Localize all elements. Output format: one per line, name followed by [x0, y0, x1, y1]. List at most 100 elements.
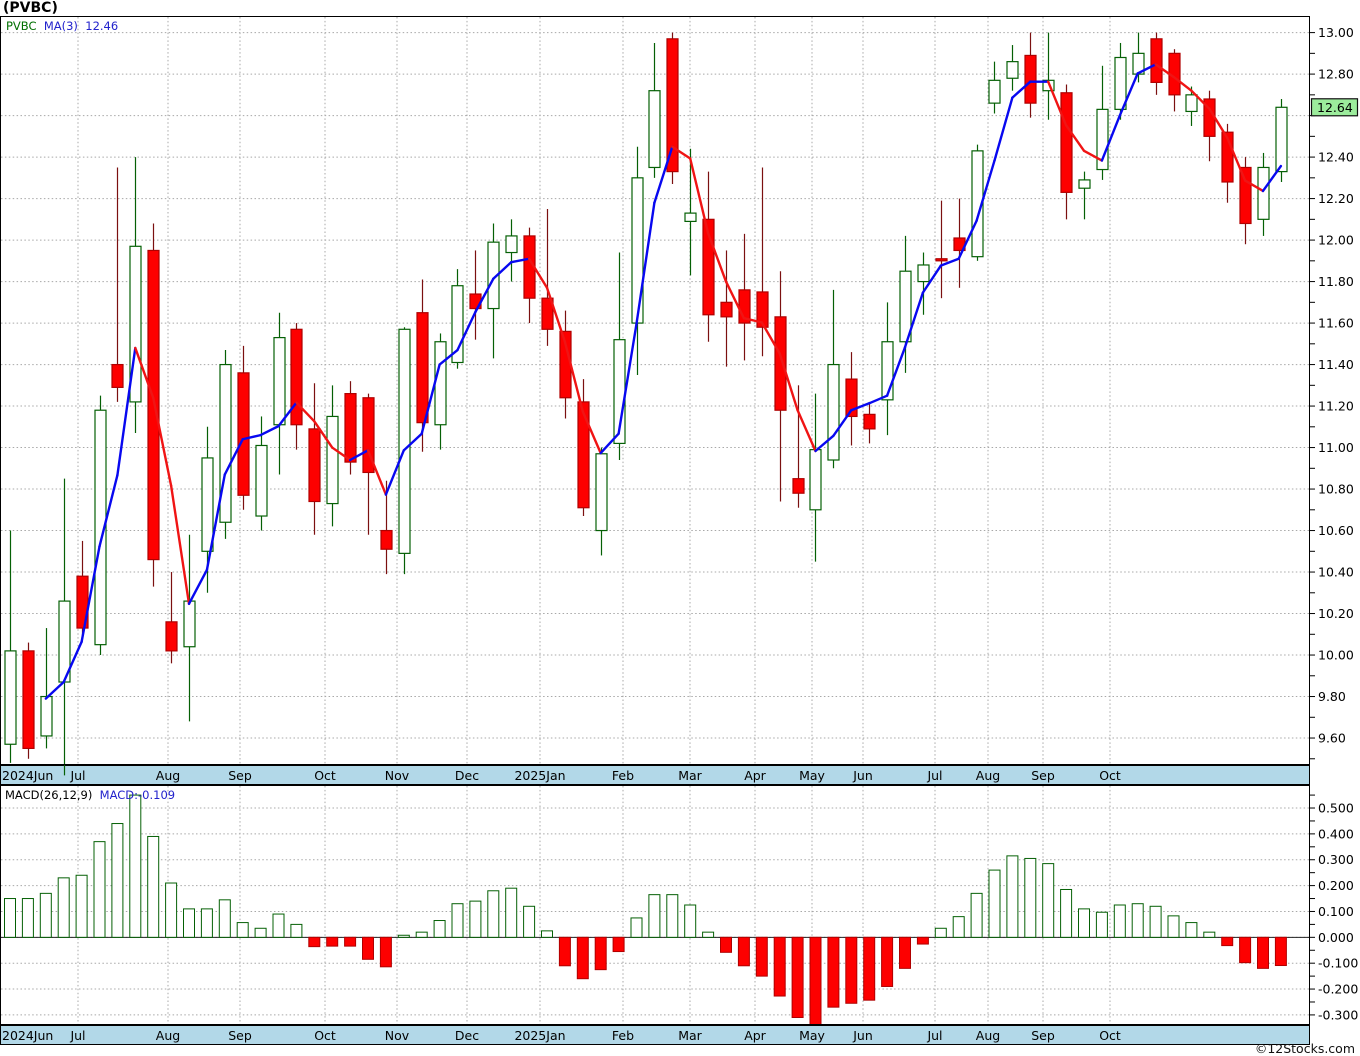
macd-bar [469, 900, 482, 938]
candle-down [541, 297, 554, 330]
macd-bar [93, 841, 106, 938]
month-axis-strips: 2024Jun Jul Aug Sep Oct Nov Dec 2025Jan Feb Mar Ap… [0, 765, 1310, 1045]
macd-bar [1131, 903, 1144, 938]
candle-up [451, 285, 464, 364]
svg-text:2024Jun: 2024Jun [2, 1028, 53, 1043]
macd-bar [505, 887, 518, 938]
macd-bar [863, 936, 876, 1001]
svg-text:12.40: 12.40 [1318, 150, 1354, 165]
candle-up [827, 363, 840, 461]
svg-text:Apr: Apr [744, 1028, 766, 1043]
macd-bar [934, 927, 947, 938]
candle-up [1275, 106, 1288, 173]
svg-text:9.60: 9.60 [1318, 731, 1346, 746]
svg-text:Jun: Jun [852, 768, 873, 783]
candle-up [273, 336, 286, 426]
svg-text:12.20: 12.20 [1318, 191, 1354, 206]
macd-bar [21, 898, 34, 938]
macd-bar [1221, 936, 1234, 947]
macd-bar [845, 936, 858, 1004]
svg-text:0.400: 0.400 [1318, 826, 1354, 841]
svg-text:-0.200: -0.200 [1318, 982, 1358, 997]
svg-text:Mar: Mar [678, 768, 702, 783]
svg-text:Aug: Aug [976, 768, 1000, 783]
candle-down [702, 218, 715, 316]
macd-legend: MACD(26,12,9) MACD:-0.109 [5, 788, 175, 802]
svg-text:11.20: 11.20 [1318, 399, 1354, 414]
macd-bar [755, 936, 768, 977]
macd-bar [415, 931, 428, 938]
macd-bar [684, 904, 697, 938]
macd-bar [1060, 888, 1073, 938]
candle-down [792, 478, 805, 494]
candle-down [380, 529, 393, 550]
svg-text:12.00: 12.00 [1318, 233, 1354, 248]
svg-text:Nov: Nov [385, 768, 410, 783]
candlesticks [4, 32, 1288, 776]
macd-bar [1006, 855, 1019, 938]
panel-borders [0, 16, 1310, 1025]
candle-down [22, 650, 35, 750]
svg-text:May: May [799, 1028, 825, 1043]
candle-down [111, 363, 124, 388]
svg-text:0.100: 0.100 [1318, 904, 1354, 919]
macd-bar [1042, 863, 1055, 938]
svg-text:10.60: 10.60 [1318, 523, 1354, 538]
price-legend: PVBC MA(3) 12.46 [6, 19, 118, 33]
candle-up [201, 457, 214, 552]
candle-up [40, 695, 53, 737]
svg-text:-0.100: -0.100 [1318, 956, 1358, 971]
macd-bar [899, 936, 911, 969]
macd-bar [523, 905, 536, 938]
candle-up [971, 150, 984, 258]
ma-label: MA(3) [43, 19, 78, 33]
svg-text:10.80: 10.80 [1318, 482, 1354, 497]
macd-bar [1203, 931, 1216, 938]
svg-text:0.000: 0.000 [1318, 930, 1354, 945]
svg-text:Sep: Sep [228, 1028, 252, 1043]
svg-text:12.80: 12.80 [1318, 67, 1354, 82]
svg-text:11.60: 11.60 [1318, 316, 1354, 331]
svg-text:Mar: Mar [678, 1028, 702, 1043]
macd-bar [147, 835, 160, 938]
candle-down [1060, 92, 1073, 193]
svg-text:2024Jun: 2024Jun [2, 768, 53, 783]
macd-bar [254, 927, 267, 938]
candle-up [917, 264, 930, 283]
candle-up [899, 270, 912, 343]
macd-bar [326, 936, 339, 947]
macd-bar [1257, 936, 1269, 969]
svg-text:Aug: Aug [156, 1028, 180, 1043]
macd-params-label: MACD(26,12,9) [5, 788, 93, 802]
candle-up [487, 241, 500, 310]
svg-text:11.80: 11.80 [1318, 274, 1354, 289]
candle-up [648, 90, 661, 169]
candle-up [1006, 61, 1019, 79]
macd-bar [970, 892, 983, 938]
ma3-line [44, 63, 1283, 700]
macd-bar [290, 923, 303, 938]
svg-text:Aug: Aug [976, 1028, 1000, 1043]
candle-up [94, 409, 107, 646]
candle-down [666, 38, 679, 173]
candle-up [255, 444, 268, 517]
svg-text:-0.300: -0.300 [1318, 1007, 1358, 1022]
candle-up [183, 600, 196, 648]
macd-bar [648, 894, 661, 938]
macd-bar [1113, 904, 1126, 938]
macd-value-label: MACD:-0.109 [99, 788, 176, 802]
candle-up [505, 235, 518, 254]
macd-bar [1149, 905, 1162, 938]
candle-down [362, 397, 375, 474]
svg-text:10.20: 10.20 [1318, 606, 1354, 621]
candle-down [935, 258, 948, 262]
macd-axis: 0.500 0.400 0.300 0.200 0.100 0.000 -0.100 -0.2… [1310, 794, 1358, 1022]
candle-up [1185, 94, 1198, 113]
svg-text:Aug: Aug [156, 768, 180, 783]
candle-down [1150, 38, 1163, 83]
candle-down [1024, 54, 1037, 104]
svg-text:Jul: Jul [69, 1028, 85, 1043]
watermark: ©12Stocks.com [1254, 1041, 1355, 1056]
